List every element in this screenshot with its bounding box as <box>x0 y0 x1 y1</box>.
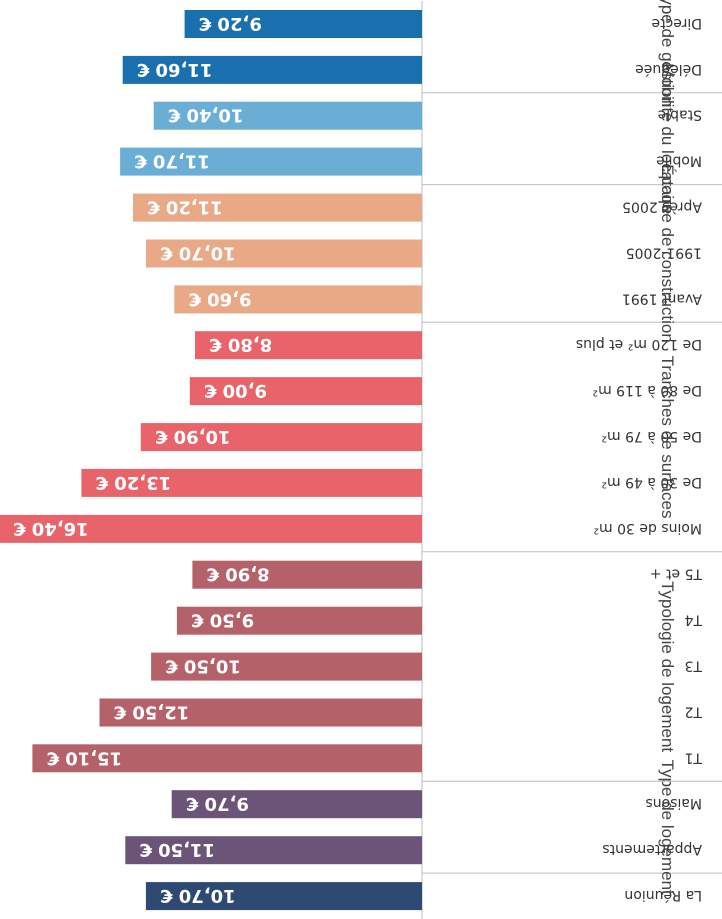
bar <box>133 193 422 222</box>
value-label: 10,90 € <box>155 426 231 447</box>
category-label: Déléguée <box>635 61 702 77</box>
value-label: 10,70 € <box>160 243 236 264</box>
bar <box>122 55 422 84</box>
bar <box>151 652 422 681</box>
category-label: Directe <box>651 15 702 31</box>
bar <box>125 836 422 865</box>
category-label: Stable <box>658 107 702 123</box>
category-label: 1991-2005 <box>626 245 702 261</box>
bar <box>174 285 422 314</box>
value-label: 16,40 € <box>13 518 89 539</box>
category-label: T5 et + <box>650 566 703 582</box>
bar <box>32 744 422 773</box>
bar <box>195 331 422 360</box>
group-label: Tranches de surfaces <box>658 356 677 519</box>
group-label: Type de logement <box>658 760 677 895</box>
category-label: Appartements <box>602 841 702 857</box>
bar <box>153 101 422 130</box>
value-label: 11,70 € <box>134 151 210 172</box>
value-label: 11,50 € <box>139 839 215 860</box>
value-label: 10,70 € <box>160 885 236 906</box>
category-label: T1 <box>685 749 703 765</box>
group-label: Type de gestion <box>658 0 677 107</box>
value-label: 10,50 € <box>165 656 241 677</box>
category-label: Moins de 30 m² <box>593 520 702 536</box>
category-label: T2 <box>685 704 703 720</box>
category-label: T3 <box>685 658 703 674</box>
category-label: T4 <box>684 612 703 628</box>
value-label: 9,00 € <box>204 380 267 401</box>
bar <box>184 10 422 38</box>
value-label: 10,40 € <box>168 105 244 126</box>
bar <box>120 147 422 176</box>
category-label: De 120 m² et plus <box>576 336 702 352</box>
group-label: Mobilité du locataire <box>658 63 677 214</box>
bar <box>145 239 422 268</box>
bar <box>0 514 422 543</box>
category-label: La Réunion <box>624 887 702 903</box>
bar <box>192 560 422 589</box>
value-label: 8,90 € <box>206 564 269 585</box>
category-label: Mobile <box>656 153 702 169</box>
bar <box>99 698 422 727</box>
category-label: Maisons <box>645 795 702 811</box>
category-label: Avant 1991 <box>622 290 702 306</box>
bar <box>140 423 422 452</box>
value-label: 11,20 € <box>147 197 223 218</box>
value-label: 13,20 € <box>95 472 171 493</box>
value-label: 11,60 € <box>137 59 213 80</box>
category-label: Après 2005 <box>622 199 702 215</box>
value-label: 9,60 € <box>188 288 251 309</box>
category-label: De 30 à 49 m² <box>601 474 702 490</box>
bar <box>145 882 422 911</box>
bar <box>189 377 422 406</box>
group-label: Époque de construction <box>658 164 677 343</box>
bar <box>81 468 422 497</box>
group-label: Typologie de logement <box>658 581 677 752</box>
bar <box>176 606 422 635</box>
category-label: De 80 à 119 m² <box>592 382 702 398</box>
bar <box>171 790 422 819</box>
value-label: 12,50 € <box>114 702 190 723</box>
value-label: 9,20 € <box>199 13 262 34</box>
category-label: De 50 à 79 m² <box>601 428 702 444</box>
value-label: 9,70 € <box>186 793 249 814</box>
value-label: 8,80 € <box>209 334 272 355</box>
value-label: 9,50 € <box>191 610 254 631</box>
value-label: 15,10 € <box>46 747 122 768</box>
